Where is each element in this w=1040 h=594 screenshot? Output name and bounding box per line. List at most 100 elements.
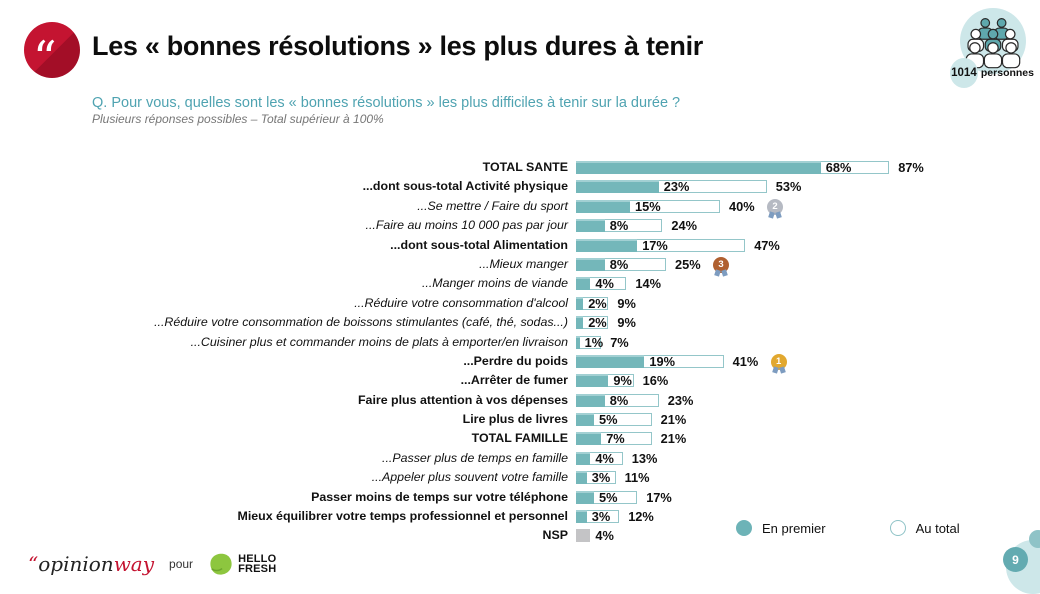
value-au-total: 21% bbox=[660, 431, 687, 447]
row-label: Mieux équilibrer votre temps professionn… bbox=[237, 509, 569, 524]
value-au-total: 24% bbox=[671, 218, 698, 234]
chart-row: ...Réduire votre consommation d'alcool 2%… bbox=[0, 294, 1040, 313]
value-en-premier: 17% bbox=[642, 237, 668, 253]
row-label: ...Se mettre / Faire du sport bbox=[417, 198, 568, 213]
bar-en-premier bbox=[576, 219, 605, 233]
corner-decor-circle-small bbox=[1029, 530, 1040, 548]
medal-rank-3-icon: 3 bbox=[713, 256, 729, 273]
bar-area: 4% bbox=[576, 526, 1036, 545]
value-en-premier: 5% bbox=[599, 412, 618, 428]
bar-en-premier bbox=[576, 277, 591, 291]
bar-area: 7% 21% bbox=[576, 429, 1036, 448]
value-au-total: 21% bbox=[660, 412, 687, 428]
legend-swatch-outline-icon bbox=[889, 520, 906, 536]
chart-row: ...Se mettre / Faire du sport 15% 40% 2 bbox=[0, 197, 1040, 216]
value-en-premier: 5% bbox=[599, 489, 618, 505]
survey-note: Plusieurs réponses possibles – Total sup… bbox=[92, 112, 384, 126]
bar-en-premier bbox=[576, 354, 645, 368]
value-en-premier: 8% bbox=[609, 392, 629, 408]
bar-chart: TOTAL SANTE 68% 87% ...dont sous-total Acti… bbox=[0, 158, 1040, 546]
legend-swatch-filled-icon bbox=[736, 520, 752, 536]
bar-en-premier bbox=[576, 432, 602, 446]
value-au-total: 11% bbox=[624, 470, 650, 486]
chart-row: ...dont sous-total Activité physique 23% 5… bbox=[0, 177, 1040, 196]
row-label: ...Arrêter de fumer bbox=[460, 373, 568, 388]
bar-area: 8% 25% 3 bbox=[576, 255, 1036, 274]
page-number: 9 bbox=[1003, 547, 1028, 572]
chart-row: ...Perdre du poids 19% 41% 1 bbox=[0, 352, 1040, 371]
row-label: Faire plus attention à vos dépenses bbox=[357, 392, 568, 407]
chart-row: Faire plus attention à vos dépenses 8% 23% bbox=[0, 391, 1040, 410]
row-label: ...Manger moins de viande bbox=[421, 276, 568, 291]
value-au-total: 25% bbox=[675, 256, 701, 272]
hellofresh-wordmark: HELLO FRESH bbox=[238, 552, 277, 575]
value-au-total: 13% bbox=[631, 450, 658, 466]
chart-row: NSP 4% bbox=[0, 526, 1040, 545]
row-label: Passer moins de temps sur votre téléphon… bbox=[311, 489, 568, 504]
value-en-premier: 9% bbox=[613, 373, 632, 389]
value-en-premier: 19% bbox=[649, 353, 676, 369]
bar-en-premier bbox=[576, 451, 591, 465]
chart-row: ...Faire au moins 10 000 pas par jour 8% 2… bbox=[0, 216, 1040, 235]
quote-icon: “ bbox=[33, 31, 56, 85]
value-en-premier: 2% bbox=[588, 295, 607, 311]
row-label: ...Réduire votre consommation d'alcool bbox=[354, 295, 568, 310]
survey-question: Q. Pour vous, quelles sont les « bonnes … bbox=[92, 95, 681, 111]
bar-area: 19% 41% 1 bbox=[576, 352, 1036, 371]
value-au-total: 12% bbox=[628, 509, 654, 525]
value-en-premier: 3% bbox=[591, 470, 611, 486]
bar-en-premier bbox=[576, 335, 580, 349]
bar-area: 2% 9% bbox=[576, 294, 1036, 313]
value-en-premier: 8% bbox=[609, 256, 629, 272]
bar-area: 9% 16% bbox=[576, 371, 1036, 390]
chart-row: ...Mieux manger 8% 25% 3 bbox=[0, 255, 1040, 274]
chart-row: Passer moins de temps sur votre téléphon… bbox=[0, 488, 1040, 507]
bar-area: 8% 23% bbox=[576, 391, 1036, 410]
chart-row: ...Appeler plus souvent votre famille 3% 1… bbox=[0, 468, 1040, 487]
bar-area: 23% 53% bbox=[576, 177, 1036, 196]
bar-en-premier bbox=[576, 161, 821, 174]
row-label: TOTAL FAMILLE bbox=[471, 431, 568, 446]
bar-en-premier bbox=[576, 296, 584, 310]
value-en-premier: 15% bbox=[635, 198, 661, 214]
opinionway-logo: “opinionway bbox=[28, 552, 155, 576]
chart-row: Mieux équilibrer votre temps professionn… bbox=[0, 507, 1040, 526]
bar-en-premier bbox=[576, 316, 584, 330]
chart-row: TOTAL FAMILLE 7% 21% bbox=[0, 429, 1040, 448]
value-au-total: 17% bbox=[646, 489, 672, 505]
hellofresh-lime-icon bbox=[210, 553, 232, 575]
value-en-premier: 8% bbox=[609, 218, 629, 234]
row-label: ...Cuisiner plus et commander moins de p… bbox=[190, 334, 568, 349]
value-au-total: 47% bbox=[754, 237, 780, 253]
row-label: ...Passer plus de temps en famille bbox=[382, 450, 568, 465]
value-au-total: 41% bbox=[732, 353, 759, 369]
footer: “opinionway pour HELLO FRESH bbox=[28, 551, 276, 577]
bar-en-premier bbox=[576, 413, 594, 427]
legend-item-au-total: Au total bbox=[889, 520, 960, 536]
sample-count: 1014 bbox=[950, 58, 978, 88]
value-en-premier: 68% bbox=[825, 160, 852, 175]
bar-en-premier bbox=[576, 374, 609, 388]
chart-row: ...Passer plus de temps en famille 4% 13% bbox=[0, 449, 1040, 468]
legend-label: Au total bbox=[915, 520, 960, 536]
bar-area: 68% 87% bbox=[576, 158, 1036, 177]
row-label: ...Mieux manger bbox=[479, 256, 568, 271]
chart-row: ...Réduire votre consommation de boisson… bbox=[0, 313, 1040, 332]
chart-row: Lire plus de livres 5% 21% bbox=[0, 410, 1040, 429]
opinionway-quote-mark: “ bbox=[28, 552, 39, 576]
chart-legend: En premier Au total bbox=[736, 520, 960, 536]
bar-en-premier bbox=[576, 471, 587, 485]
chart-row: ...dont sous-total Alimentation 17% 47% bbox=[0, 236, 1040, 255]
bar-en-premier bbox=[576, 180, 659, 194]
bar-en-premier bbox=[576, 529, 591, 543]
legend-label: En premier bbox=[762, 520, 826, 536]
value-au-total: 9% bbox=[617, 295, 636, 311]
chart-row: TOTAL SANTE 68% 87% bbox=[0, 158, 1040, 177]
bar-area: 5% 17% bbox=[576, 488, 1036, 507]
medal-rank-2-icon: 2 bbox=[767, 198, 783, 215]
row-label: ...dont sous-total Alimentation bbox=[390, 237, 568, 252]
value-en-premier: 23% bbox=[663, 179, 690, 195]
value-en-premier: 4% bbox=[595, 276, 614, 292]
chart-row: ...Arrêter de fumer 9% 16% bbox=[0, 371, 1040, 390]
bar-area: 8% 24% bbox=[576, 216, 1036, 235]
